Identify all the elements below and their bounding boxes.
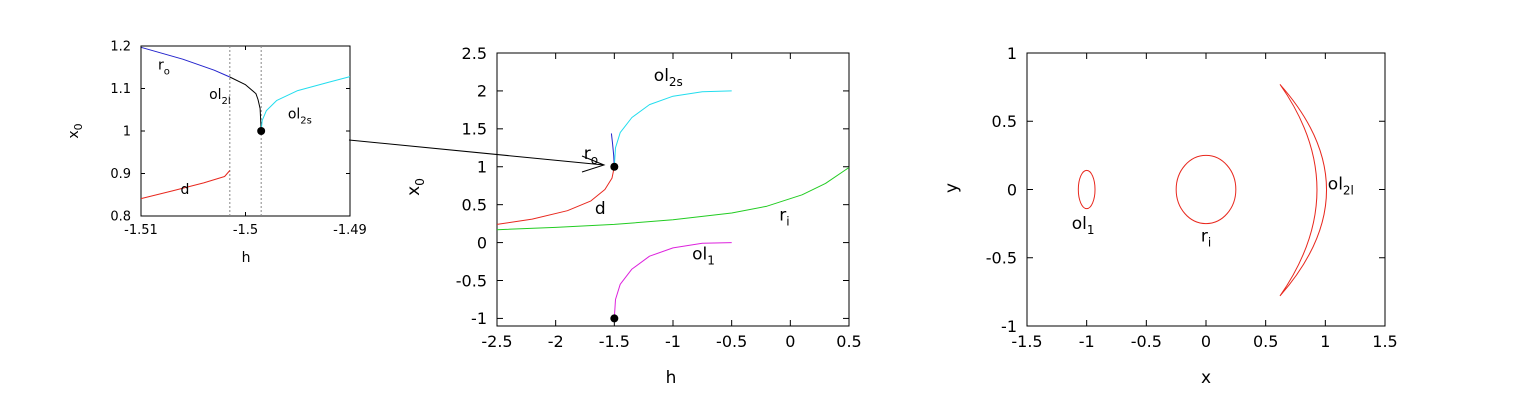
middle-ytick-label: -1 xyxy=(471,309,487,328)
inset-curve-d xyxy=(140,170,231,200)
right-plot-area: ol1 ri ol2l xyxy=(1026,52,1386,327)
middle-y-axis-label: x0 xyxy=(404,178,427,196)
right-xtick-label: 0 xyxy=(1201,332,1211,351)
right-ytick-label: -1 xyxy=(1001,317,1017,336)
inset-curve-label: ol2s xyxy=(288,106,312,126)
middle-ytick-label: 0 xyxy=(477,233,487,252)
middle-xtick-label: 0 xyxy=(785,332,795,351)
right-ytick-label: 0 xyxy=(1007,180,1017,199)
inset-curve-ol2l xyxy=(229,76,262,132)
right-xtick-label: 0.5 xyxy=(1253,332,1278,351)
inset-ytick-label: 1 xyxy=(123,125,131,140)
inset-xtick-label: -1.51 xyxy=(124,223,158,238)
middle-ytick-label: -0.5 xyxy=(456,271,487,290)
inset-ytick-label: 1.2 xyxy=(110,40,131,55)
inset-x-axis-label: h xyxy=(242,250,251,266)
middle-ticks: -2.5 -2 -1.5 -1 -0.5 0 0.5 -1 -0.5 0 0.5 1 1.5 2 2.5 xyxy=(456,44,862,351)
right-xtick-label: 1 xyxy=(1320,332,1330,351)
middle-chart: ro ol2s d ri ol1 -2.5 -2 -1.5 -1 -0.5 0 0.5 -1 -0.5 0… xyxy=(404,44,862,388)
inset-xtick-label: -1.49 xyxy=(333,223,367,238)
right-xtick-label: -1.5 xyxy=(1011,332,1042,351)
right-xtick-label: -1 xyxy=(1079,332,1095,351)
right-y-axis-label: y xyxy=(942,183,962,193)
middle-point-marker xyxy=(610,314,619,323)
middle-point-marker xyxy=(610,162,619,171)
middle-ytick-label: 2 xyxy=(477,82,487,101)
middle-frame xyxy=(496,52,850,327)
middle-curve-label: ro xyxy=(584,144,598,167)
inset-curve-label: d xyxy=(180,182,189,198)
middle-x-axis-label: h xyxy=(666,368,677,388)
middle-curve-label: ri xyxy=(779,206,789,229)
right-curve-ol2l xyxy=(1279,84,1327,297)
inset-curve-ol2s xyxy=(260,76,351,132)
inset-plot-area: ro ol2l ol2s d xyxy=(140,45,351,217)
right-curve-ol1 xyxy=(1077,169,1096,210)
middle-curve-label: d xyxy=(595,199,606,219)
zoom-arrow xyxy=(348,139,606,173)
inset-curve-label: ol2l xyxy=(209,87,231,107)
inset-y-axis-label: x0 xyxy=(66,123,85,138)
middle-curve-d xyxy=(496,166,615,225)
right-xtick-label: 1.5 xyxy=(1372,332,1397,351)
middle-curve-ri xyxy=(496,167,850,231)
middle-ytick-label: 1 xyxy=(477,158,487,177)
right-ytick-label: -0.5 xyxy=(986,249,1017,268)
middle-xtick-label: -1.5 xyxy=(599,332,630,351)
right-x-axis-label: x xyxy=(1201,368,1211,388)
middle-curve-label: ol2s xyxy=(654,66,683,89)
right-ticks: -1.5 -1 -0.5 0 0.5 1 1.5-1-0.500.51 xyxy=(986,44,1398,351)
middle-xtick-label: -0.5 xyxy=(716,332,747,351)
right-curve-ri xyxy=(1175,154,1237,225)
middle-xtick-label: -2 xyxy=(548,332,564,351)
middle-curve-ro xyxy=(610,133,615,167)
inset-point-marker xyxy=(257,127,266,135)
right-curve-label: ol1 xyxy=(1072,214,1095,237)
middle-curve-ol2s xyxy=(613,90,732,167)
middle-ytick-label: 2.5 xyxy=(462,44,487,63)
middle-curve-label: ol1 xyxy=(692,244,715,267)
middle-ytick-label: 1.5 xyxy=(462,120,487,139)
right-xtick-label: -0.5 xyxy=(1131,332,1162,351)
right-ytick-label: 1 xyxy=(1007,44,1017,63)
middle-plot-area: ro ol2s d ri ol1 xyxy=(496,52,850,327)
inset-curve-ro xyxy=(140,46,230,78)
inset-ytick-label: 0.8 xyxy=(110,210,131,225)
right-ytick-label: 0.5 xyxy=(992,112,1017,131)
inset-ytick-label: 1.1 xyxy=(110,82,131,97)
inset-ytick-label: 0.9 xyxy=(110,167,131,182)
middle-xtick-label: 0.5 xyxy=(836,332,861,351)
right-curve-label: ri xyxy=(1201,226,1211,249)
right-curve-label: ol2l xyxy=(1328,175,1354,198)
middle-ytick-label: 0.5 xyxy=(462,195,487,214)
middle-curve-ol1 xyxy=(613,242,732,319)
inset-curve-label: ro xyxy=(158,57,170,77)
inset-xtick-label: -1.5 xyxy=(233,223,258,238)
middle-xtick-label: -1 xyxy=(665,332,681,351)
middle-xtick-label: -2.5 xyxy=(481,332,512,351)
inset-ticks: -1.51 -1.5 -1.49 0.8 0.9 1 1.1 1.2 xyxy=(110,40,367,238)
